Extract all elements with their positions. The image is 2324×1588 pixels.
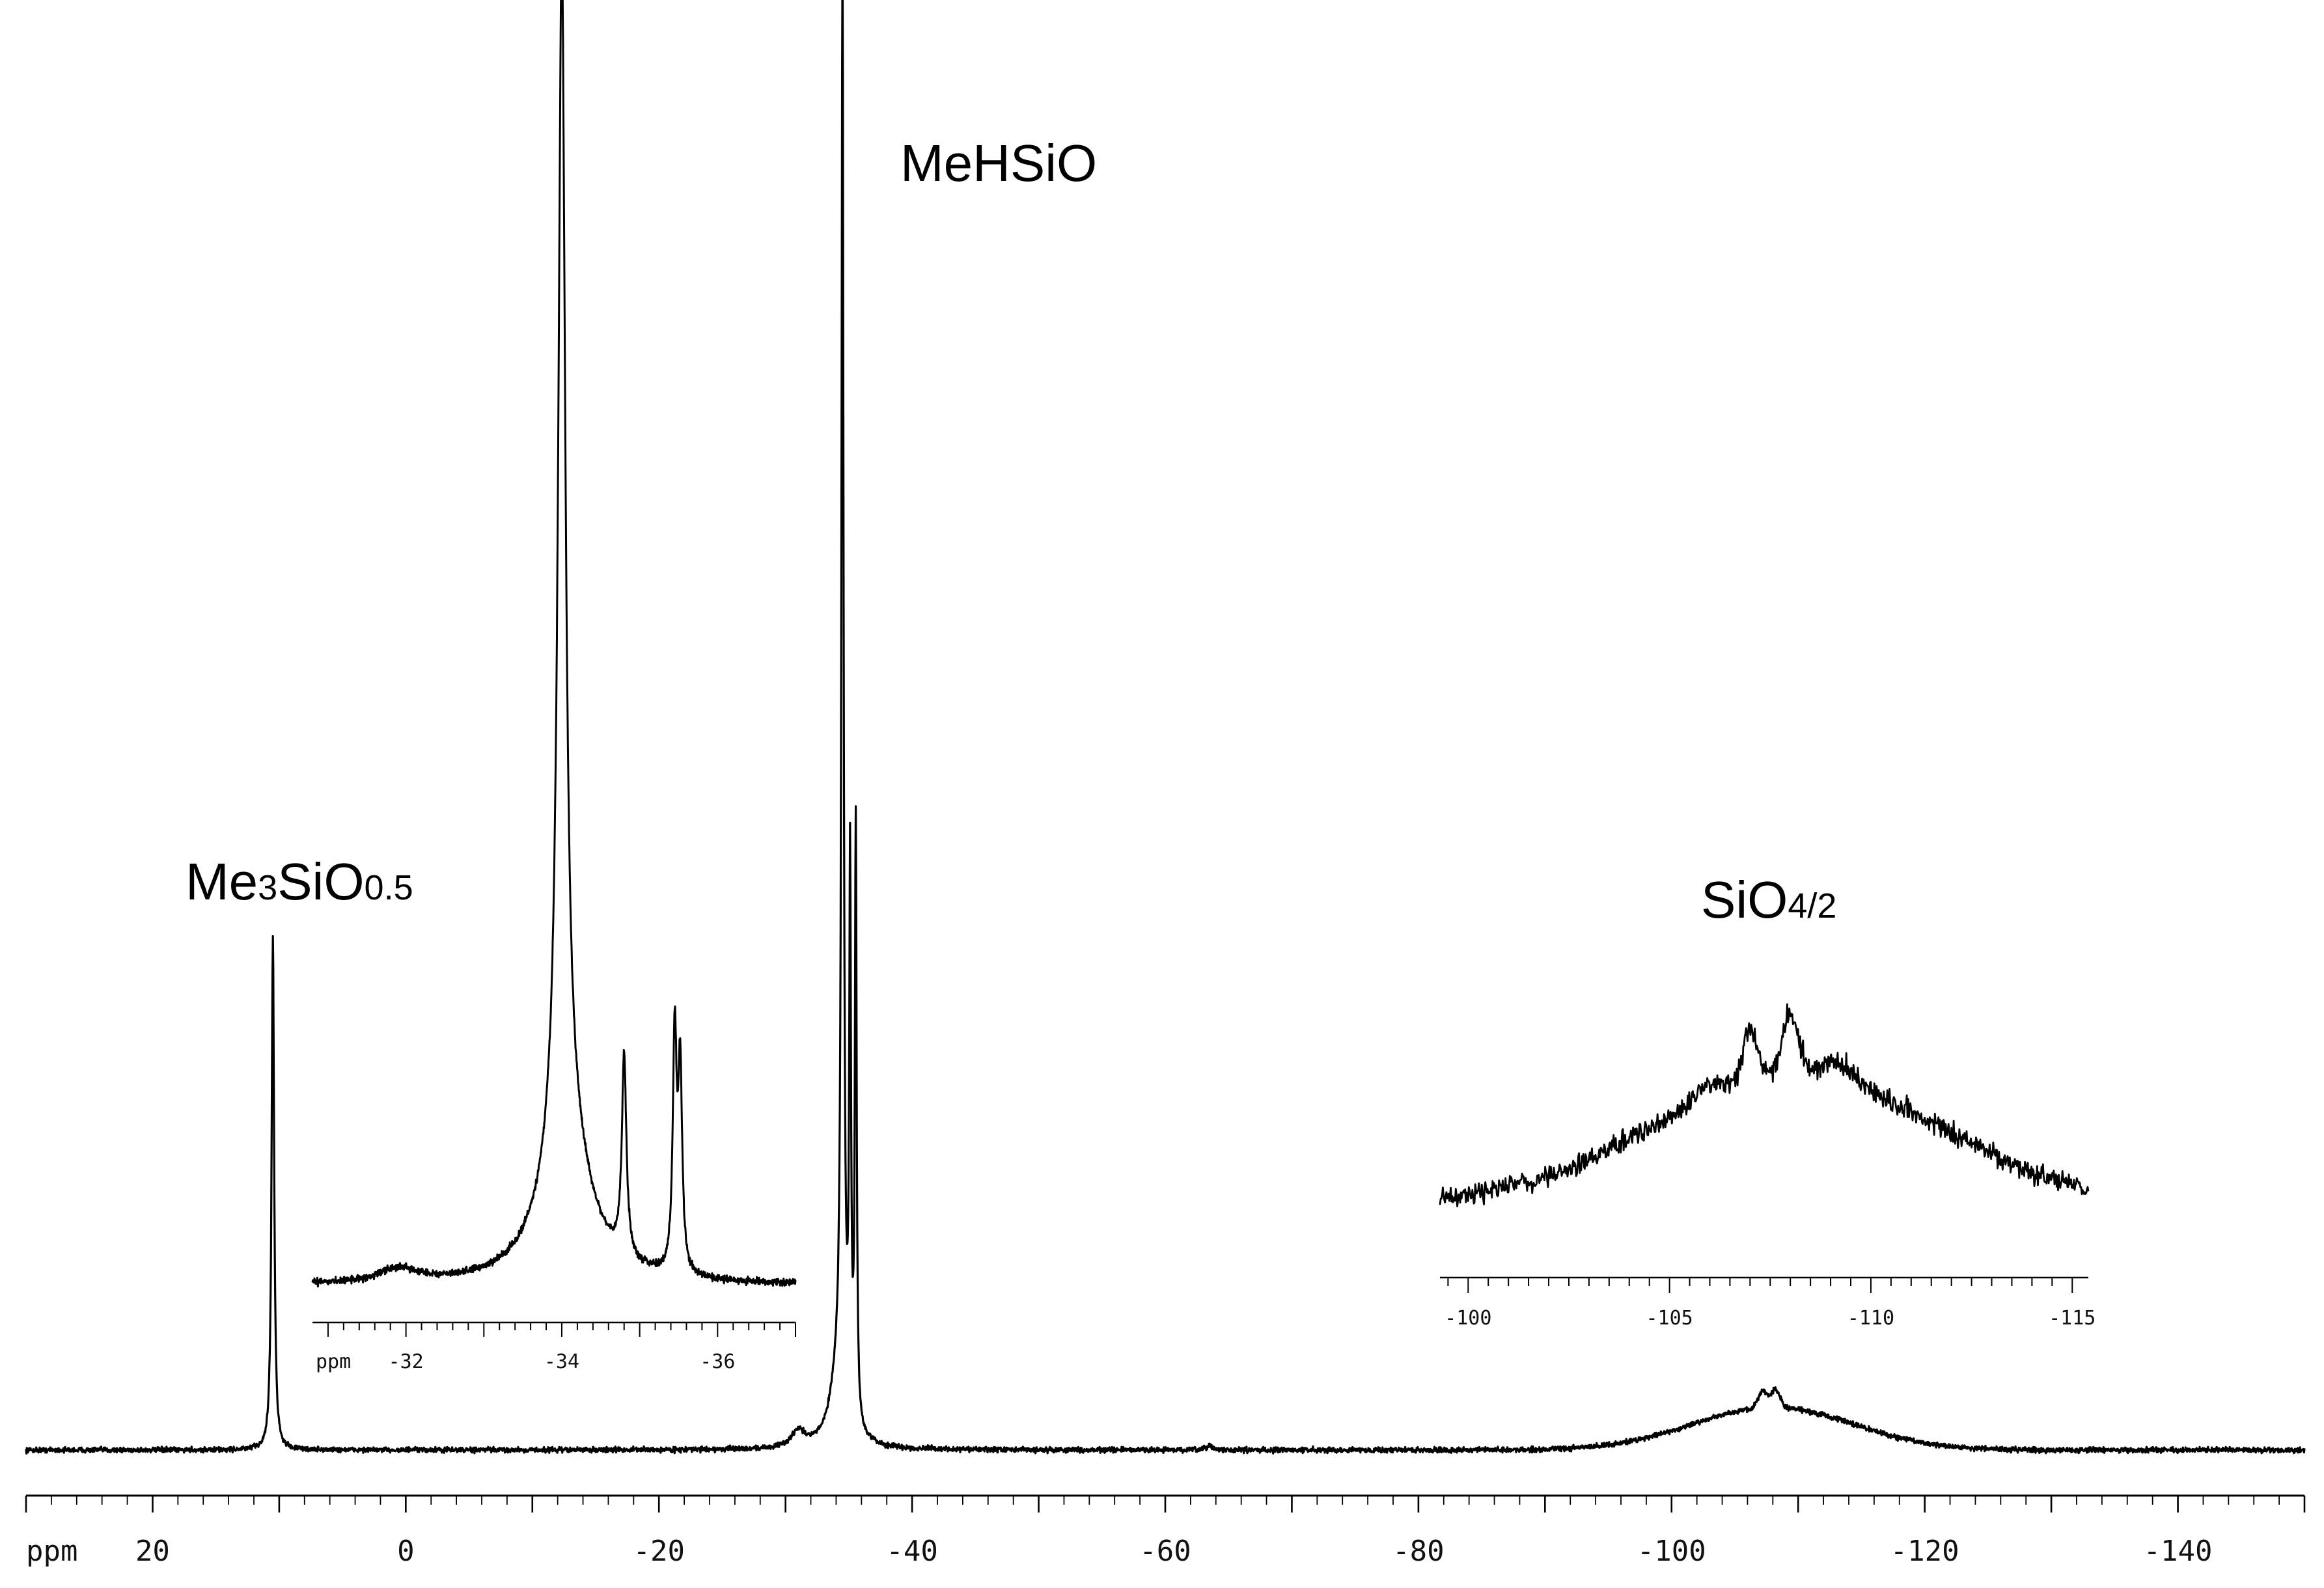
inset-sio42-trace xyxy=(1439,1003,2090,1207)
inset-sio42-tick-label: -100 xyxy=(1445,1307,1491,1330)
main-spectrum-plot: ppm 20 0 -20 -40 -60 -80 -100 -120 -140 xyxy=(25,0,2306,1568)
main-x-tick-label: 20 xyxy=(135,1535,170,1568)
main-x-tick-label: -80 xyxy=(1392,1535,1444,1568)
main-x-tick-label: -100 xyxy=(1637,1535,1706,1568)
main-x-tick-label: -20 xyxy=(633,1535,684,1568)
inset-sio42-expansion: -100 -105 -110 -115 xyxy=(1439,1003,2096,1330)
peak-label-sio42: SiO4/2 xyxy=(1701,871,1836,929)
main-x-tick-label: -140 xyxy=(2144,1535,2213,1568)
inset-mehsio-tick-label: -36 xyxy=(700,1350,735,1373)
main-x-axis-label: ppm xyxy=(26,1535,77,1568)
inset-sio42-tick-labels: -100 -105 -110 -115 xyxy=(1445,1307,2096,1330)
inset-mehsio-trace xyxy=(311,0,797,1288)
main-x-tick-label: 0 xyxy=(397,1535,415,1568)
main-x-tick-labels: 20 0 -20 -40 -60 -80 -100 -120 -140 xyxy=(135,1535,2213,1568)
inset-mehsio-tick-label: -32 xyxy=(389,1350,424,1373)
inset-sio42-ticks xyxy=(1447,1278,2073,1293)
main-x-tick-label: -120 xyxy=(1890,1535,1959,1568)
inset-sio42-tick-label: -115 xyxy=(2049,1307,2096,1330)
peak-label-mehsio: MeHSiO xyxy=(900,134,1097,192)
inset-mehsio-ticks xyxy=(327,1322,796,1337)
inset-mehsio-x-label: ppm xyxy=(316,1350,351,1373)
peak-label-me3sio05: Me3SiO0.5 xyxy=(186,853,413,910)
peak-labels: Me3SiO0.5 MeHSiO SiO4/2 xyxy=(186,134,1836,929)
main-spectrum-trace xyxy=(25,0,2306,1455)
inset-sio42-tick-label: -105 xyxy=(1646,1307,1693,1330)
inset-mehsio-expansion: ppm -32 -34 -36 xyxy=(311,0,797,1373)
inset-sio42-tick-label: -110 xyxy=(1847,1307,1894,1330)
inset-mehsio-tick-label: -34 xyxy=(544,1350,579,1373)
main-x-tick-label: -60 xyxy=(1139,1535,1191,1568)
main-x-axis-ticks xyxy=(25,1496,2306,1513)
inset-mehsio-tick-labels: -32 -34 -36 xyxy=(389,1350,736,1373)
main-x-tick-label: -40 xyxy=(886,1535,937,1568)
